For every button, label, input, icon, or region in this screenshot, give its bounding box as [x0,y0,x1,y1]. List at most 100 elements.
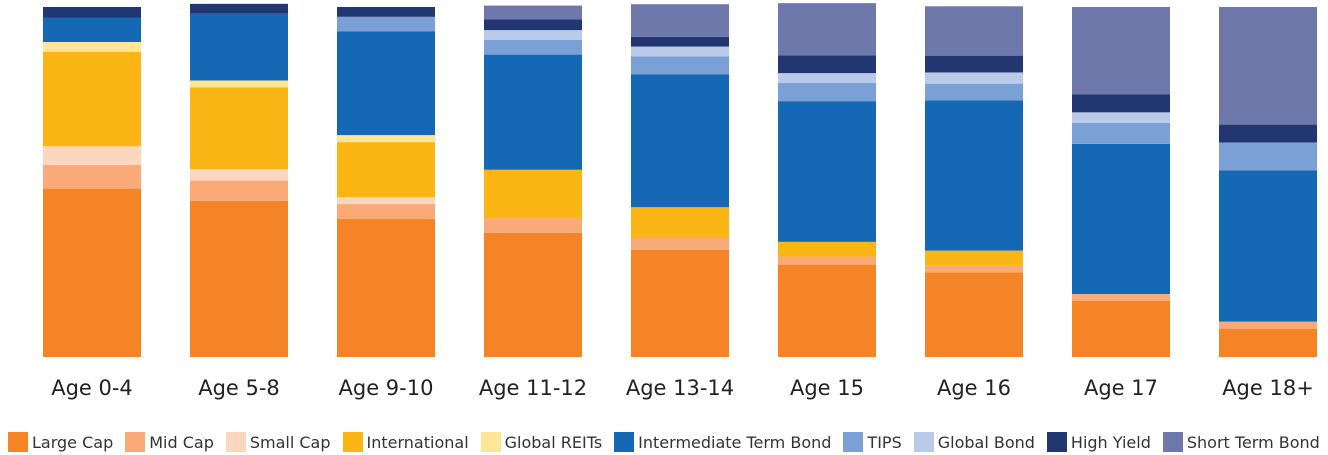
legend-label: International [366,432,469,452]
legend-item: Short Term Bond [1162,432,1320,452]
legend-swatch [913,432,934,452]
bar-segment [778,264,876,357]
category-label: Age 15 [790,376,864,400]
legend-label: Intermediate Term Bond [638,432,832,452]
bar-segment [1219,7,1317,125]
bar-segment [1072,94,1170,113]
bar-segment [778,101,876,242]
bar-segment [778,3,876,56]
bar-segment [925,72,1023,84]
bar-segment [43,164,141,189]
category-label: Age 0-4 [51,376,133,400]
legend-swatch [225,432,246,452]
bar-segment [190,200,288,357]
legend-swatch [1162,432,1183,452]
bar-segment [631,46,729,57]
bar-segment [631,238,729,250]
legend-item: High Yield [1046,432,1151,452]
legend-item: Global REITs [480,432,603,452]
bar-segment [484,232,582,357]
bar-segment [778,241,876,257]
bar-segment [778,256,876,265]
bar-segment [190,80,288,88]
bar-segment [43,188,141,357]
category-label: Age 18+ [1222,376,1314,400]
bar-segment [337,16,435,32]
category-label: Age 13-14 [626,376,734,400]
legend-swatch [843,432,864,452]
bar-segment [925,55,1023,73]
bar-segment [190,87,288,170]
legend-label: Small Cap [249,432,331,452]
bar-segment [484,19,582,31]
bar-segment [1219,142,1317,171]
bar-segment [925,265,1023,273]
bar-segment [1072,112,1170,123]
bar-segment [1072,122,1170,144]
bar-segment [1072,143,1170,294]
legend-item: Small Cap [225,432,331,452]
bar-segment [43,146,141,165]
bar-segment [925,6,1023,56]
bar-segment [190,13,288,81]
bar-segment [778,55,876,74]
legend-item: Global Bond [913,432,1035,452]
bar-segment [1072,294,1170,301]
bar-segment [484,169,582,219]
bar-segment [1072,7,1170,95]
legend-label: Global REITs [504,432,603,452]
bar-segment [925,100,1023,251]
bar-segment [190,3,288,14]
bar-segment [1219,170,1317,322]
legend-swatch [614,432,635,452]
bar-segment [43,42,141,52]
bar-segment [337,218,435,357]
bar-segment [484,5,582,20]
legend-label: Short Term Bond [1186,432,1320,452]
bar-segment [925,83,1023,101]
bar-segment [631,4,729,37]
bar-segment [43,17,141,42]
bar-segment [337,135,435,143]
bar-segment [190,180,288,201]
stacked-bar-chart: Age 0-4 Age 5-8 Age 9-10 Age 11-12 Age 13-14… [43,3,1317,400]
category-labels: Age 0-4 Age 5-8 Age 9-10 Age 11-12 Age 13-14… [51,376,1314,400]
legend-item: International [342,432,469,452]
legend-swatch [8,432,28,452]
category-label: Age 9-10 [339,376,434,400]
bar-segment [1219,124,1317,143]
legend-item: Large Cap [8,432,113,452]
legend-item: Mid Cap [125,432,214,452]
bar-segment [484,218,582,233]
bar-segment [43,7,141,18]
legend-swatch [480,432,501,452]
legend-label: TIPS [867,432,902,452]
category-label: Age 17 [1084,376,1158,400]
bar-segment [1219,321,1317,329]
bar-segment [631,56,729,75]
bar-segment [925,272,1023,357]
bar-segment [925,250,1023,266]
bar-segment [631,249,729,357]
bar-segment [190,169,288,181]
legend-item: TIPS [843,432,902,452]
bar-segment [631,207,729,238]
bar-segment [337,204,435,219]
bar-segment [484,39,582,55]
bar-segment [631,36,729,47]
bars-group [43,3,1317,357]
bar-segment [337,197,435,205]
bar-segment [43,51,141,147]
legend-item: Intermediate Term Bond [614,432,831,452]
bar-segment [484,54,582,170]
bar-segment [484,30,582,40]
legend-label: Large Cap [32,432,114,452]
bar-segment [1072,301,1170,357]
bar-segment [337,31,435,136]
bar-segment [1219,328,1317,357]
bar-segment [337,7,435,17]
category-label: Age 16 [937,376,1011,400]
bar-segment [778,82,876,102]
legend-swatch [342,432,363,452]
category-label: Age 11-12 [479,376,587,400]
